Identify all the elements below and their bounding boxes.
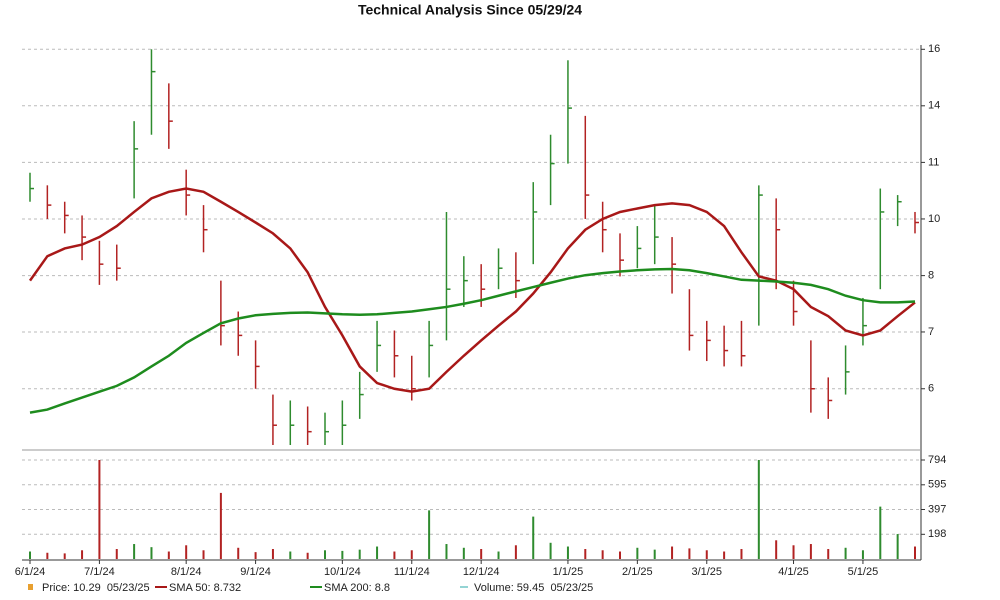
volume-bar xyxy=(861,550,864,559)
legend-label: SMA 200: 8.8 xyxy=(324,582,390,594)
volume-bar xyxy=(133,544,136,559)
x-tick-label: 6/1/24 xyxy=(15,566,46,578)
volume-bar xyxy=(63,553,66,559)
volume-bar xyxy=(740,549,743,559)
y-tick-label: 8 xyxy=(928,270,934,282)
volume-bar xyxy=(358,549,361,559)
volume-bar xyxy=(532,516,535,559)
volume-bar xyxy=(445,544,448,559)
volume-bar xyxy=(705,550,708,559)
x-tick-label: 12/1/24 xyxy=(463,566,500,578)
volume-bar xyxy=(219,492,222,559)
volume-bar xyxy=(393,551,396,559)
legend-swatch xyxy=(28,584,33,590)
volume-bar xyxy=(757,459,760,559)
volume-bar xyxy=(341,550,344,559)
volume-bar xyxy=(289,551,292,559)
volume-bar xyxy=(792,545,795,559)
volume-bar xyxy=(376,546,379,559)
x-tick-label: 9/1/24 xyxy=(240,566,271,578)
volume-bar xyxy=(636,547,639,559)
sma-line xyxy=(29,267,916,414)
volume-bar xyxy=(254,552,257,559)
legend-label: Price: 10.29 05/23/25 xyxy=(42,582,150,594)
x-tick-label: 2/1/25 xyxy=(622,566,653,578)
x-tick-label: 3/1/25 xyxy=(691,566,722,578)
volume-bar xyxy=(914,546,916,559)
y-tick-label: 14 xyxy=(928,100,940,112)
volume-bar xyxy=(29,551,31,559)
volume-bar xyxy=(480,549,483,559)
volume-bar xyxy=(98,459,101,559)
volume-bar xyxy=(462,547,465,559)
volume-bar xyxy=(549,542,552,559)
sma-line xyxy=(28,187,916,393)
x-tick-label: 11/1/24 xyxy=(394,566,430,578)
volume-bar xyxy=(619,551,621,559)
y-tick-label: 10 xyxy=(928,213,940,225)
volume-bar xyxy=(584,549,587,559)
volume-bar xyxy=(428,510,431,559)
volume-bar xyxy=(410,550,413,559)
x-tick-label: 5/1/25 xyxy=(848,566,879,578)
volume-bar xyxy=(150,547,153,559)
volume-bar xyxy=(671,546,674,559)
x-tick-label: 4/1/25 xyxy=(778,566,809,578)
y-tick-label: 7 xyxy=(928,326,934,338)
volume-bar xyxy=(844,547,847,559)
volume-bar xyxy=(237,547,240,559)
volume-bar xyxy=(601,550,604,559)
x-tick-label: 10/1/24 xyxy=(324,566,361,578)
legend-label: SMA 50: 8.732 xyxy=(169,582,241,594)
x-tick-label: 1/1/25 xyxy=(553,566,584,578)
volume-bar xyxy=(324,550,326,559)
volume-bar xyxy=(688,548,691,559)
volume-bar xyxy=(896,534,899,559)
legend-label: Volume: 59.45 05/23/25 xyxy=(474,582,593,594)
volume-bar xyxy=(202,550,205,559)
volume-bar xyxy=(809,544,812,559)
volume-bar xyxy=(514,545,517,559)
volume-bar xyxy=(271,549,274,559)
y-tick-label: 16 xyxy=(928,43,940,55)
y-tick-label: 6 xyxy=(928,383,934,395)
volume-bar xyxy=(566,546,569,559)
volume-bar xyxy=(827,549,830,559)
y-tick-label: 595 xyxy=(928,479,946,491)
volume-bar xyxy=(185,545,188,559)
volume-bar xyxy=(306,552,309,559)
y-tick-label: 794 xyxy=(928,454,946,466)
volume-bar xyxy=(879,506,882,559)
y-tick-label: 198 xyxy=(928,528,946,540)
volume-bar xyxy=(653,549,656,559)
volume-bar xyxy=(775,540,778,559)
volume-bar xyxy=(81,550,84,559)
chart-title: Technical Analysis Since 05/29/24 xyxy=(358,2,582,18)
x-tick-label: 7/1/24 xyxy=(84,566,115,578)
volume-bar xyxy=(167,551,170,559)
y-tick-label: 11 xyxy=(928,156,939,168)
x-tick-label: 8/1/24 xyxy=(171,566,202,578)
volume-bar xyxy=(115,549,118,559)
volume-bar xyxy=(723,551,726,559)
y-tick-label: 397 xyxy=(928,503,946,515)
volume-bar xyxy=(497,551,500,559)
volume-bar xyxy=(46,552,49,559)
